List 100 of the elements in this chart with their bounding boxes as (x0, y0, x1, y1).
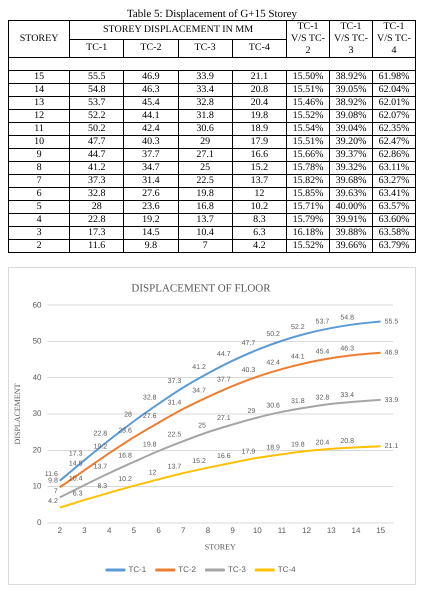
text: 62.04% (378, 84, 410, 95)
text: 20.4 (250, 97, 268, 108)
text: 50.2 (88, 123, 106, 134)
text: 63.58% (378, 227, 410, 238)
x-tick-label: 14 (352, 526, 361, 535)
x-tick-label: 8 (206, 526, 211, 535)
text: 19.8 (250, 110, 268, 121)
text: 9.8 (144, 240, 158, 251)
text: 42.4 (142, 123, 160, 134)
text: 16.18% (292, 227, 324, 238)
x-tick-label: 3 (82, 526, 88, 535)
text: 32.8 (88, 188, 106, 199)
text: 13.7 (250, 175, 268, 186)
text: 2 (36, 240, 42, 251)
y-tick-label: 30 (32, 409, 42, 418)
text: 15.51% (292, 84, 324, 95)
text: 61.98% (378, 71, 410, 82)
text: 39.37% (336, 149, 366, 160)
y-tick-label: 60 (32, 300, 42, 310)
x-tick-label: 6 (156, 526, 162, 535)
text: 52.2 (88, 110, 106, 121)
text: 13.7 (196, 214, 214, 225)
text: 8.3 (253, 214, 266, 225)
text: 19.2 (142, 214, 160, 225)
text: 20.8 (250, 84, 268, 95)
text: 3 (36, 227, 42, 238)
text: 62.47% (378, 136, 410, 147)
x-tick-label: 9 (230, 526, 236, 535)
text: 63.11% (378, 162, 410, 173)
text: 7 (36, 175, 42, 186)
text: 15.51% (292, 136, 324, 147)
chart-title: DISPLACEMENT OF FLOOR (131, 282, 272, 294)
text: 45.4 (142, 97, 160, 108)
text: 62.35% (378, 123, 410, 134)
text: 15.71% (292, 201, 324, 212)
text: 5 (36, 201, 42, 212)
text: 62.07% (378, 110, 410, 121)
y-tick-label: 10 (32, 482, 42, 491)
text: 27.1 (196, 149, 214, 160)
text: 39.32% (336, 162, 366, 173)
text: 39.66% (336, 240, 366, 251)
category-label: TC-4 (232, 39, 286, 58)
text: 13 (34, 97, 44, 108)
text: 15.78% (292, 162, 324, 173)
text: 63.41% (378, 188, 410, 199)
text: 53.7 (88, 97, 106, 108)
text: 18.9 (250, 123, 268, 134)
x-tick-label: 4 (106, 526, 112, 535)
text: 15.52% (292, 110, 324, 121)
text: 8 (36, 162, 42, 173)
text: 38.92% (336, 97, 366, 108)
x-tick-label: 15 (376, 526, 386, 535)
category-label: TC-3 (178, 39, 232, 58)
text: 39.08% (336, 110, 366, 121)
line-series (58, 320, 382, 482)
line-series (58, 398, 382, 498)
text: 38.92% (336, 71, 366, 82)
text: 6 (36, 188, 42, 199)
text: 4.2 (253, 240, 266, 251)
text: 16.6 (250, 149, 268, 160)
text: 62.01% (378, 97, 410, 108)
category-label: TC-1 V/S TC-4 (372, 20, 416, 58)
text: 29 (200, 136, 210, 147)
text: 30.6 (196, 123, 214, 134)
text: 39.88% (336, 227, 366, 238)
x-axis-title: STOREY (204, 542, 236, 552)
text: 22.8 (88, 214, 106, 225)
text: 47.7 (88, 136, 106, 147)
text: 9 (36, 149, 42, 160)
text: 44.1 (142, 110, 160, 121)
text: 19.8 (196, 188, 214, 199)
y-tick-label: 20 (32, 445, 42, 454)
text: 21.1 (250, 71, 268, 82)
y-tick-label: 0 (37, 518, 42, 528)
text: 11.6 (88, 240, 106, 251)
legend-label: TC-1 (128, 565, 147, 574)
text: 10.4 (196, 227, 214, 238)
text: 12 (254, 188, 264, 199)
y-tick-label: 50 (32, 336, 42, 346)
legend-label: TC-3 (228, 565, 246, 574)
x-tick-label: 12 (302, 526, 312, 535)
text: 39.05% (336, 84, 366, 95)
text: STOREY DISPLACEMENT IN MM (70, 20, 286, 39)
text: 34.7 (142, 162, 160, 173)
text: 63.60% (378, 214, 410, 225)
text: 17.9 (250, 136, 268, 147)
text: 17.3 (88, 227, 106, 238)
x-tick-label: 7 (181, 526, 186, 535)
text: 55.5 (88, 71, 106, 82)
text: 63.79% (378, 240, 410, 251)
text: 37.3 (88, 175, 106, 186)
text: 63.57% (378, 201, 410, 212)
text: 15.50% (292, 71, 324, 82)
text: 39.68% (336, 175, 366, 186)
category-label: TC-1 (70, 39, 124, 58)
legend-label: TC-4 (278, 565, 296, 574)
text: 16.8 (196, 201, 214, 212)
text: 31.4 (142, 175, 160, 186)
text: 15.52% (292, 240, 324, 251)
text: 15.79% (292, 214, 324, 225)
